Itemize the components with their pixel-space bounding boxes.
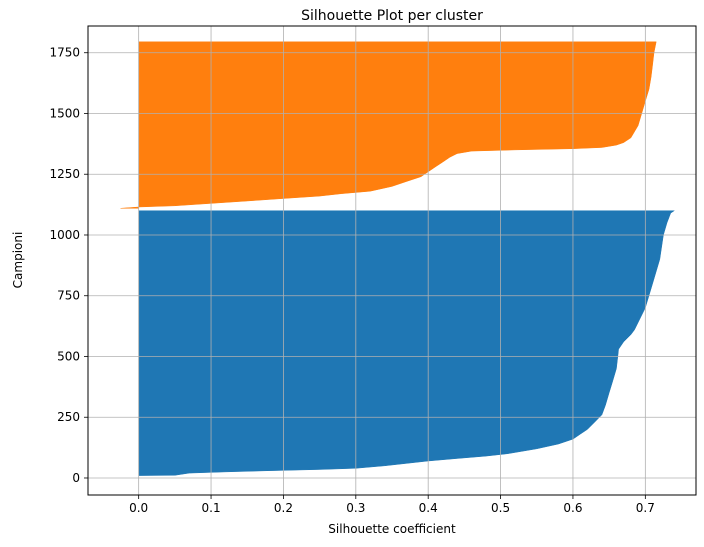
x-axis-ticks: 0.0 0.1 0.2 0.3 0.4 0.5 0.6 0.7 <box>129 495 655 515</box>
chart-title: Silhouette Plot per cluster <box>301 8 483 24</box>
series-layer <box>120 41 676 476</box>
y-tick-label: 0 <box>72 471 80 485</box>
silhouette-area-cluster-1 <box>120 41 657 209</box>
y-tick-label: 1250 <box>49 167 80 181</box>
y-tick-label: 750 <box>57 289 80 303</box>
x-tick-label: 0.4 <box>419 501 438 515</box>
y-axis-label: Campioni <box>11 232 25 289</box>
y-tick-label: 1000 <box>49 228 80 242</box>
y-tick-label: 250 <box>57 410 80 424</box>
x-tick-label: 0.1 <box>202 501 221 515</box>
x-tick-label: 0.5 <box>491 501 510 515</box>
y-tick-label: 1500 <box>49 106 80 120</box>
x-tick-label: 0.0 <box>129 501 148 515</box>
y-tick-label: 1750 <box>49 46 80 60</box>
silhouette-area-cluster-0 <box>138 210 676 476</box>
x-tick-label: 0.3 <box>346 501 365 515</box>
grid-layer <box>88 26 696 495</box>
y-axis-ticks: 0 250 500 750 1000 1250 1500 1750 <box>49 46 88 485</box>
y-tick-label: 500 <box>57 349 80 363</box>
x-axis-label: Silhouette coefficient <box>328 522 456 536</box>
x-tick-label: 0.7 <box>636 501 655 515</box>
plot-frame <box>87 25 697 496</box>
x-tick-label: 0.2 <box>274 501 293 515</box>
x-tick-label: 0.6 <box>563 501 582 515</box>
